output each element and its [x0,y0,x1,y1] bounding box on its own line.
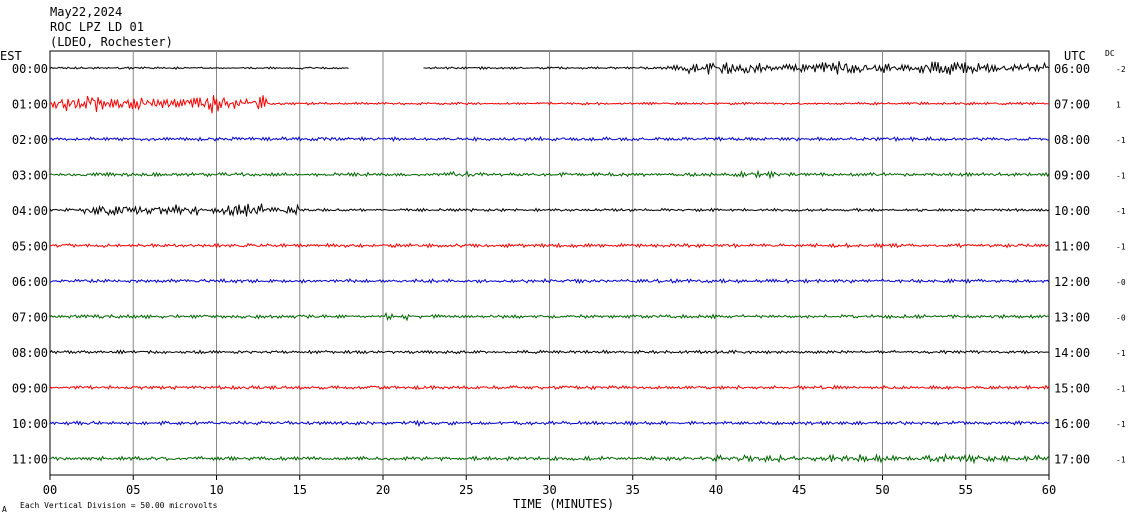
x-tick-label: 40 [709,483,723,497]
x-tick-label: 55 [959,483,973,497]
est-hour-label: 04:00 [12,204,48,218]
utc-hour-label: 06:00 [1054,62,1090,76]
trace-0400 [49,203,1050,218]
dc-offset-label: -1 [1116,243,1126,252]
trace-0800 [49,349,1050,355]
x-axis-ticks: 00 05 10 15 20 25 30 35 40 45 50 55 60 [43,475,1056,497]
utc-hour-label: 10:00 [1054,204,1090,218]
trace-0200 [49,135,1050,143]
header-date: May22,2024 [50,5,122,19]
x-tick-label: 10 [209,483,223,497]
x-tick-label: 25 [459,483,473,497]
est-hour-label: 06:00 [12,275,48,289]
dc-offset-label: -1 [1116,420,1126,429]
trace-0600 [49,277,1050,285]
x-tick-label: 30 [542,483,556,497]
x-tick-label: 00 [43,483,57,497]
dc-offset-label: -1 [1116,136,1126,145]
utc-hour-label: 16:00 [1054,417,1090,431]
dc-offset-label: 1 [1116,101,1121,110]
vertical-gridlines [132,51,967,475]
trace-0100 [49,95,1050,114]
x-tick-label: 60 [1042,483,1056,497]
trace-0700 [49,311,1050,322]
x-tick-label: 15 [293,483,307,497]
trace-group [49,61,1050,465]
x-tick-label: 35 [626,483,640,497]
utc-hour-label: 11:00 [1054,240,1090,254]
est-hour-label: 11:00 [12,453,48,467]
utc-hour-label: 07:00 [1054,98,1090,112]
trace-0500 [49,242,1050,249]
x-tick-label: 45 [792,483,806,497]
utc-hour-label: 09:00 [1054,169,1090,183]
est-hour-label: 08:00 [12,346,48,360]
utc-hour-label: 17:00 [1054,453,1090,467]
dc-offset-labels: -2 1 -1 -1 -1 -1 -0 -0 -1 -1 -1 -1 [1116,65,1126,465]
dc-label: DC [1105,49,1115,58]
utc-hour-label: 13:00 [1054,311,1090,325]
left-axis-label: EST [0,49,22,63]
x-axis-title: TIME (MINUTES) [513,497,614,511]
x-tick-label: 50 [875,483,889,497]
dc-offset-label: -1 [1116,172,1126,181]
utc-hour-label: 14:00 [1054,346,1090,360]
trace-1100 [49,452,1050,465]
dc-offset-label: -1 [1116,349,1126,358]
est-hour-label: 03:00 [12,169,48,183]
utc-hour-labels: 06:00 07:00 08:00 09:00 10:00 11:00 12:00 13:00… [1054,62,1090,467]
trace-1000 [49,419,1050,428]
x-tick-label: 20 [376,483,390,497]
dc-offset-label: -1 [1116,456,1126,465]
dc-offset-label: -1 [1116,385,1126,394]
trace-0900 [49,384,1050,391]
scale-note: Each Vertical Division = 50.00 microvolt… [20,501,218,510]
x-tick-label: 05 [126,483,140,497]
est-hour-label: 00:00 [12,62,48,76]
utc-hour-label: 12:00 [1054,275,1090,289]
corner-mark: A [2,505,7,514]
utc-hour-label: 15:00 [1054,382,1090,396]
est-hour-label: 01:00 [12,98,48,112]
right-axis-label: UTC [1064,49,1086,63]
dc-offset-label: -2 [1116,65,1126,74]
est-hour-label: 07:00 [12,311,48,325]
est-hour-label: 10:00 [12,417,48,431]
est-hour-label: 09:00 [12,382,48,396]
dc-offset-label: -0 [1116,278,1126,287]
trace-0000 [49,61,1050,75]
est-hour-label: 05:00 [12,240,48,254]
header-station: ROC LPZ LD 01 [50,20,144,34]
header-network: (LDEO, Rochester) [50,35,173,49]
est-hour-label: 02:00 [12,133,48,147]
dc-offset-label: -1 [1116,207,1126,216]
dc-offset-label: -0 [1116,314,1126,323]
utc-hour-label: 08:00 [1054,133,1090,147]
est-hour-labels: 00:00 01:00 02:00 03:00 04:00 05:00 06:00 07:00… [12,62,48,467]
trace-0300 [49,169,1050,180]
